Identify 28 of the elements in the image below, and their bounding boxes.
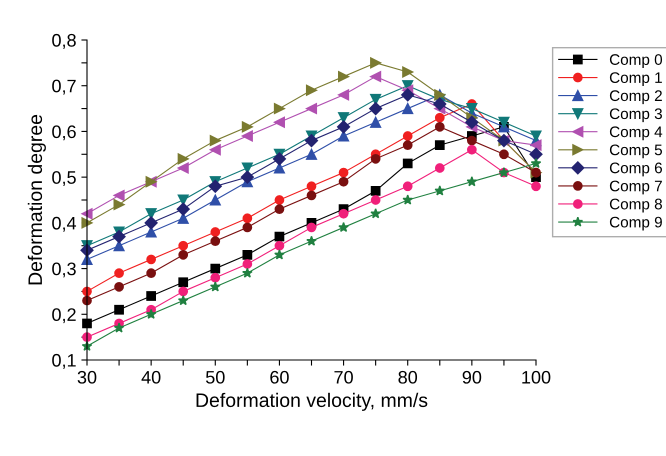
legend-label: Comp 9 [610,216,662,231]
y-tick-label: 0,2 [52,308,76,324]
x-tick-label: 50 [206,370,225,384]
x-tick-label: 80 [398,370,418,384]
legend-label: Comp 8 [610,198,662,212]
legend-label: Comp 1 [610,72,662,86]
x-tick-label: 40 [142,370,160,384]
y-tick-label: 0,4 [52,216,76,232]
legend-label: Comp 5 [610,144,662,158]
x-axis-title: Deformation velocity, mm/s [196,392,428,411]
x-tick-label: 70 [334,370,353,384]
y-tick-label: 0,5 [52,171,76,186]
x-tick-label: 90 [462,370,482,384]
y-tick-label: 0,7 [52,80,76,95]
x-tick-label: 100 [522,370,550,384]
legend-label: Comp 6 [610,162,662,176]
legend-label: Comp 7 [610,180,662,194]
y-tick-label: 0,8 [52,34,76,49]
y-axis-title: Deformation degree [28,114,46,284]
legend-label: Comp 0 [610,54,662,68]
x-tick-label: 30 [78,370,96,384]
y-tick-label: 0,1 [52,354,76,369]
legend-label: Comp 2 [610,90,662,104]
y-tick-label: 0,3 [52,262,76,278]
legend-label: Comp 4 [610,126,662,140]
x-tick-label: 60 [270,370,289,384]
y-tick-label: 0,6 [52,125,76,140]
legend-label: Comp 3 [610,108,662,122]
